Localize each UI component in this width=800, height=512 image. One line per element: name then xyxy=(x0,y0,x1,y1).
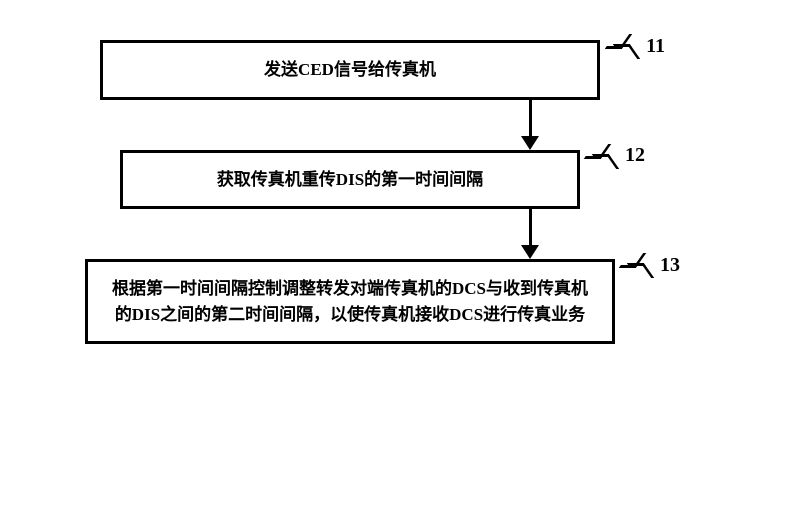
step-2-box: 获取传真机重传DIS的第一时间间隔 xyxy=(120,150,580,210)
step-2-label-connector: 12 xyxy=(589,144,645,168)
zigzag-icon xyxy=(610,34,640,58)
step-3-text: 根据第一时间间隔控制调整转发对端传真机的DCS与收到传真机的DIS之间的第二时间… xyxy=(112,279,588,324)
step-2-text: 获取传真机重传DIS的第一时间间隔 xyxy=(217,170,483,189)
step-1-label-connector: 11 xyxy=(610,34,665,58)
step-1-wrapper: 发送CED信号给传真机 11 xyxy=(80,40,720,100)
arrow-head-icon xyxy=(521,245,539,259)
step-2-wrapper: 获取传真机重传DIS的第一时间间隔 12 xyxy=(80,150,720,210)
arrow-line xyxy=(529,209,532,245)
step-1-text: 发送CED信号给传真机 xyxy=(264,60,436,79)
zigzag-icon xyxy=(589,144,619,168)
zigzag-icon xyxy=(624,253,654,277)
step-3-wrapper: 根据第一时间间隔控制调整转发对端传真机的DCS与收到传真机的DIS之间的第二时间… xyxy=(80,259,720,344)
step-1-box: 发送CED信号给传真机 xyxy=(100,40,600,100)
arrow-head-icon xyxy=(521,136,539,150)
arrow-line xyxy=(529,100,532,136)
flowchart-container: 发送CED信号给传真机 11 获取传真机重传DIS的第一时间间隔 12 根据第一… xyxy=(80,40,720,344)
step-3-label-connector: 13 xyxy=(624,253,680,277)
step-3-box: 根据第一时间间隔控制调整转发对端传真机的DCS与收到传真机的DIS之间的第二时间… xyxy=(85,259,615,344)
arrow-2 xyxy=(521,209,539,259)
step-1-label: 11 xyxy=(646,35,665,58)
step-2-label: 12 xyxy=(625,144,645,167)
step-3-label: 13 xyxy=(660,254,680,277)
arrow-1 xyxy=(521,100,539,150)
